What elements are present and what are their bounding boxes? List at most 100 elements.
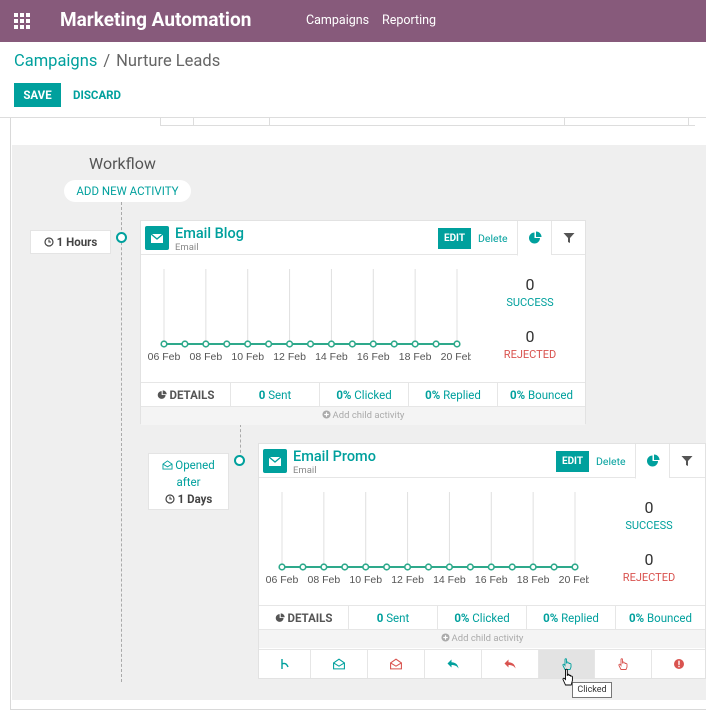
x-tick-label: 20 Feb [441, 351, 471, 363]
menu-reporting[interactable]: Reporting [382, 13, 437, 28]
trigger-after: after [176, 475, 201, 489]
discard-button[interactable]: DISCARD [73, 88, 122, 102]
child-connector-line [240, 424, 241, 458]
stat-replied[interactable]: 0% Replied [408, 383, 497, 407]
clock-icon [165, 494, 175, 504]
trigger-box-email-blog[interactable]: 1 Hours [30, 230, 111, 254]
activity-type: Email [175, 242, 199, 253]
notebook-tabs-stub [160, 118, 695, 126]
details-button[interactable]: DETAILS [259, 606, 348, 630]
activity-card-email-promo: Email Promo Email EDIT Delete 06 Feb 08 F… [258, 443, 706, 679]
bounced-number: 0% [510, 388, 526, 402]
tab-graph[interactable] [517, 221, 551, 256]
data-point [202, 340, 210, 348]
trigger-event: Opened [149, 457, 228, 474]
add-child-on-not-click[interactable] [594, 650, 651, 678]
apps-grid-icon[interactable] [14, 13, 30, 29]
add-child-label: Add child activity [332, 410, 405, 421]
data-point [411, 340, 419, 348]
data-point [432, 340, 440, 348]
add-child-on-not-open[interactable] [367, 650, 424, 678]
hand-click-icon [561, 658, 571, 670]
sent-label: Sent [268, 388, 292, 402]
rejected-count: 0 [525, 327, 535, 346]
data-point [369, 340, 377, 348]
details-button[interactable]: DETAILS [141, 383, 230, 407]
rejected-count: 0 [644, 550, 654, 569]
edit-button[interactable]: EDIT [556, 451, 589, 472]
breadcrumb-campaigns[interactable]: Campaigns [14, 52, 98, 71]
clicked-label: Clicked [354, 388, 392, 402]
workflow-title: Workflow [89, 154, 156, 173]
add-child-on-bounce[interactable] [651, 650, 705, 678]
breadcrumb-separator: / [103, 52, 111, 71]
x-tick-label: 12 Feb [391, 574, 424, 586]
add-child-on-not-reply[interactable] [481, 650, 538, 678]
x-tick-label: 08 Feb [190, 351, 223, 363]
tab-filter[interactable] [669, 444, 703, 478]
stat-clicked[interactable]: 0% Clicked [437, 606, 526, 630]
breadcrumb-current: Nurture Leads [116, 52, 221, 71]
stat-sent[interactable]: 0 Sent [348, 606, 437, 630]
card-header: Email Blog Email EDIT Delete [141, 221, 585, 256]
data-point [508, 563, 516, 571]
tab-filter[interactable] [551, 221, 585, 255]
rejected-stat: 0 REJECTED [488, 327, 572, 361]
x-tick-label: 06 Feb [266, 574, 299, 586]
activity-title[interactable]: Email Promo [293, 448, 376, 465]
trigger-box-email-promo[interactable]: Opened after 1 Days [148, 453, 229, 510]
timer-icon [280, 659, 289, 669]
envelope-open-not-icon [390, 658, 402, 670]
replied-number: 0% [425, 388, 441, 402]
data-point [424, 563, 433, 571]
data-point [320, 563, 328, 571]
activity-type: Email [293, 465, 317, 476]
hand-not-click-icon [618, 658, 628, 670]
add-child-on-open[interactable] [310, 650, 367, 678]
control-panel-divider [0, 117, 706, 118]
success-count: 0 [525, 275, 535, 294]
node-dot-email-blog [116, 232, 127, 243]
stat-clicked[interactable]: 0% Clicked [319, 383, 408, 407]
data-point [265, 340, 273, 348]
data-point [327, 340, 336, 348]
delete-link[interactable]: Delete [596, 455, 626, 468]
stat-replied[interactable]: 0% Replied [526, 606, 615, 630]
rejected-stat: 0 REJECTED [607, 550, 691, 584]
envelope-icon [145, 226, 169, 250]
activity-chart: 06 Feb 08 Feb 10 Feb 12 Feb 14 Feb 16 Feb 18 F… [148, 269, 471, 363]
card-header: Email Promo Email EDIT Delete [259, 444, 705, 479]
rejected-label: REJECTED [503, 348, 557, 361]
clicked-number: 0% [454, 611, 470, 625]
add-child-on-reply[interactable] [424, 650, 481, 678]
delete-link[interactable]: Delete [478, 232, 508, 245]
x-tick-label: 08 Feb [308, 574, 341, 586]
add-child-after-delay[interactable] [259, 650, 310, 678]
x-tick-label: 12 Feb [273, 351, 306, 363]
details-label: DETAILS [287, 611, 333, 625]
menu-campaigns[interactable]: Campaigns [306, 13, 370, 28]
edit-button[interactable]: EDIT [438, 228, 471, 249]
stat-bounced[interactable]: 0% Bounced [497, 383, 585, 407]
tab-graph[interactable] [635, 444, 669, 479]
child-action-bar [259, 649, 705, 678]
filter-icon [563, 233, 575, 243]
data-point [390, 340, 398, 348]
app-title[interactable]: Marketing Automation [60, 8, 252, 31]
reply-not-icon [504, 659, 516, 669]
stat-sent[interactable]: 0 Sent [230, 383, 319, 407]
success-label: SUCCESS [625, 519, 673, 532]
data-point [571, 563, 579, 571]
x-tick-label: 14 Feb [315, 351, 348, 363]
add-new-activity-button[interactable]: ADD NEW ACTIVITY [64, 180, 191, 202]
x-tick-label: 10 Feb [349, 574, 382, 586]
add-child-activity[interactable]: Add child activity [259, 630, 705, 648]
activity-title[interactable]: Email Blog [175, 225, 244, 242]
rejected-label: REJECTED [622, 571, 676, 584]
save-button[interactable]: SAVE [14, 83, 61, 107]
data-point [403, 563, 412, 571]
details-row: DETAILS 0 Sent 0% Clicked 0% Replied 0% … [259, 605, 705, 630]
add-child-activity[interactable]: Add child activity [141, 407, 585, 425]
stat-bounced[interactable]: 0% Bounced [615, 606, 705, 630]
x-tick-label: 14 Feb [433, 574, 466, 586]
